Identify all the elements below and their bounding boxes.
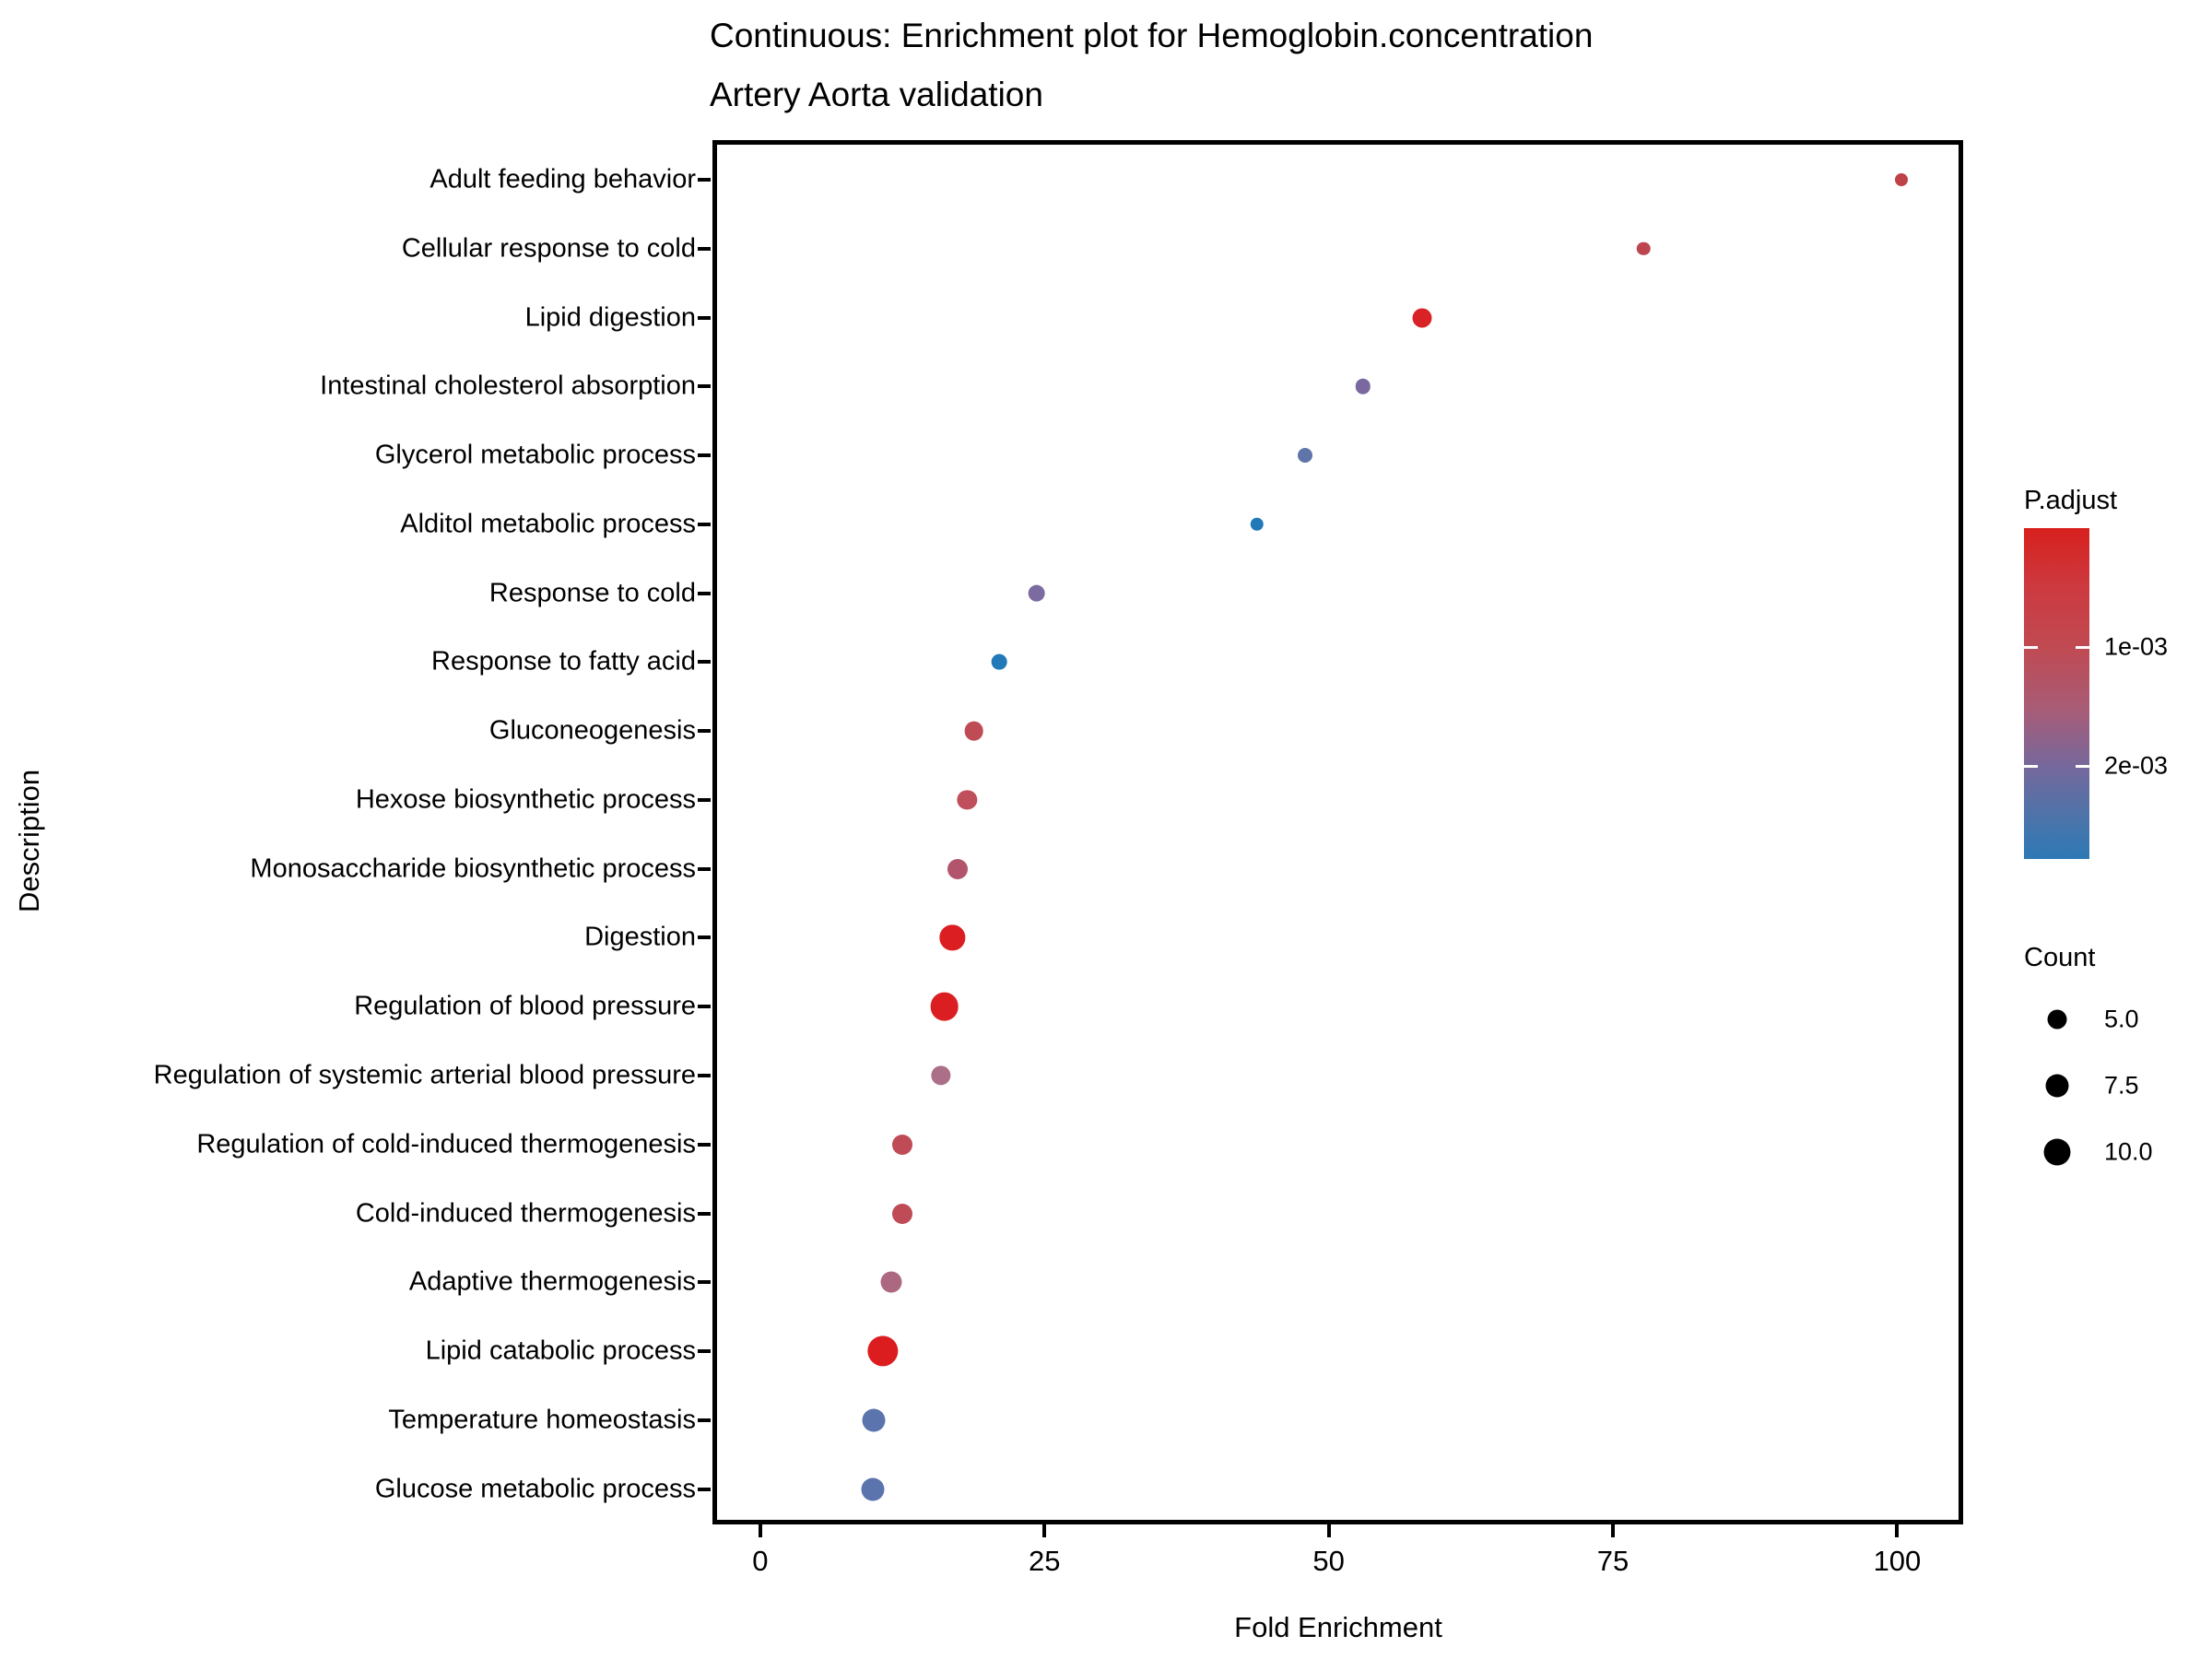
x-axis-tick-mark — [1611, 1524, 1616, 1537]
data-point — [957, 790, 977, 810]
y-axis-tick-mark — [698, 178, 711, 182]
chart-title: Continuous: Enrichment plot for Hemoglob… — [710, 17, 1594, 54]
y-axis-label: Glycerol metabolic process — [374, 440, 696, 470]
x-axis-tick-mark — [1895, 1524, 1900, 1537]
data-point — [931, 1065, 951, 1086]
data-point — [1412, 308, 1432, 328]
size-legend-title: Count — [2024, 943, 2096, 972]
y-axis-tick-mark — [698, 1074, 711, 1077]
y-axis-label: Adaptive thermogenesis — [408, 1266, 696, 1297]
y-axis-tick-mark — [698, 1005, 711, 1009]
y-axis-label: Digestion — [584, 922, 696, 952]
y-axis-label: Regulation of systemic arterial blood pr… — [153, 1060, 696, 1090]
y-axis-tick-mark — [698, 660, 711, 665]
size-legend-label: 5.0 — [2104, 1005, 2139, 1033]
y-axis-tick-mark — [698, 1349, 711, 1354]
data-point — [991, 654, 1007, 670]
y-axis-label: Lipid digestion — [524, 302, 696, 333]
y-axis-tick-mark — [698, 1211, 711, 1216]
y-axis-label: Response to cold — [488, 578, 696, 608]
y-axis-label: Hexose biosynthetic process — [355, 784, 696, 815]
y-axis-tick-mark — [698, 1418, 711, 1422]
y-axis-tick-mark — [698, 797, 711, 802]
y-axis-label: Cold-induced thermogenesis — [355, 1198, 696, 1229]
y-axis-tick-mark — [698, 1487, 711, 1491]
colorbar-tick-left — [2024, 645, 2038, 649]
y-axis-tick-mark — [698, 591, 711, 595]
colorbar-tick-left — [2024, 764, 2038, 768]
x-axis-tick-label: 50 — [1312, 1545, 1345, 1577]
colorbar-tick-right — [2076, 645, 2089, 649]
y-axis-tick-mark — [698, 453, 711, 458]
y-axis-label: Cellular response to cold — [401, 233, 696, 264]
y-axis-tick-mark — [698, 729, 711, 734]
x-axis-tick-label: 75 — [1596, 1545, 1630, 1577]
data-point — [867, 1335, 899, 1367]
y-axis-label: Adult feeding behavior — [429, 164, 696, 194]
plot-panel — [712, 140, 1963, 1524]
colorbar-legend-title: P.adjust — [2024, 486, 2118, 515]
data-point — [930, 992, 959, 1021]
y-axis-tick-mark — [698, 522, 711, 526]
x-axis-tick-mark — [1042, 1524, 1047, 1537]
data-point — [861, 1477, 885, 1501]
size-legend-dot — [2043, 1138, 2071, 1166]
data-point — [1028, 584, 1045, 602]
size-legend-label: 10.0 — [2104, 1137, 2153, 1166]
y-axis-label: Response to fatty acid — [431, 646, 696, 677]
y-axis-label: Glucose metabolic process — [374, 1474, 696, 1504]
y-axis-tick-mark — [698, 1280, 711, 1285]
data-point — [964, 721, 984, 741]
x-axis-title: Fold Enrichment — [1234, 1611, 1442, 1643]
colorbar-tick-right — [2076, 764, 2089, 768]
colorbar-tick-label: 2e-03 — [2104, 751, 2169, 780]
y-axis-tick-mark — [698, 866, 711, 871]
data-point — [892, 1134, 913, 1155]
data-point — [1637, 241, 1651, 256]
y-axis-label: Regulation of blood pressure — [354, 991, 696, 1021]
y-axis-label: Regulation of cold-induced thermogenesis — [196, 1129, 696, 1159]
data-point — [1297, 448, 1312, 464]
y-axis-tick-mark — [698, 384, 711, 389]
y-axis-tick-mark — [698, 246, 711, 251]
y-axis-label: Gluconeogenesis — [488, 715, 696, 746]
colorbar-tick-label: 1e-03 — [2104, 632, 2169, 661]
y-axis-label: Alditol metabolic process — [400, 509, 696, 539]
y-axis-label: Monosaccharide biosynthetic process — [250, 853, 696, 884]
padjust-colorbar — [2024, 528, 2089, 859]
size-legend-dot — [2045, 1074, 2069, 1098]
y-axis-label: Temperature homeostasis — [388, 1405, 696, 1435]
y-axis-tick-mark — [698, 315, 711, 320]
data-point — [862, 1408, 886, 1432]
y-axis-tick-mark — [698, 935, 711, 940]
x-axis-tick-label: 0 — [752, 1545, 769, 1577]
data-point — [947, 858, 969, 879]
data-point — [1250, 517, 1265, 532]
y-axis-label: Lipid catabolic process — [425, 1335, 696, 1366]
size-legend-label: 7.5 — [2104, 1071, 2139, 1100]
x-axis-tick-label: 25 — [1028, 1545, 1061, 1577]
chart-subtitle: Artery Aorta validation — [710, 76, 1043, 113]
x-axis-tick-mark — [758, 1524, 762, 1537]
data-point — [892, 1203, 913, 1224]
size-legend-dot — [2047, 1009, 2067, 1030]
y-axis-tick-mark — [698, 1142, 711, 1147]
data-point — [939, 924, 965, 951]
x-axis-tick-mark — [1326, 1524, 1331, 1537]
y-axis-label: Intestinal cholesterol absorption — [320, 371, 696, 401]
data-point — [880, 1271, 902, 1293]
data-point — [1355, 379, 1371, 394]
data-point — [1895, 173, 1909, 186]
x-axis-tick-label: 100 — [1873, 1545, 1922, 1577]
y-axis-title: Description — [13, 769, 45, 912]
